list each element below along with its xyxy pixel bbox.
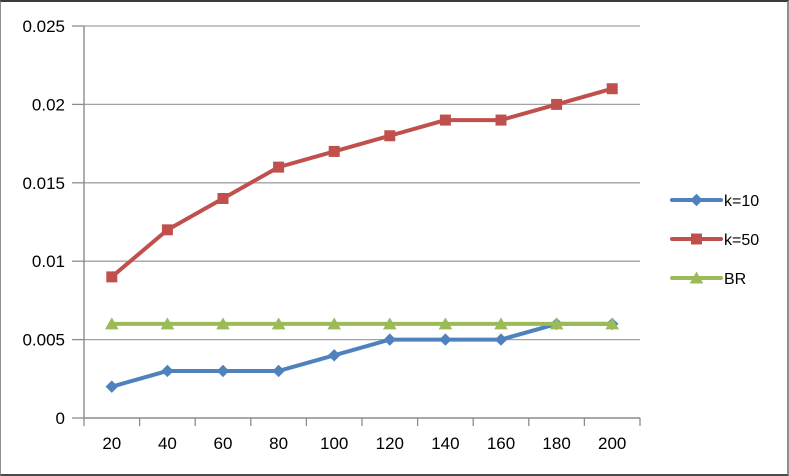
y-axis-tick-label: 0.02 [32,95,65,114]
series-k=50-square-marker [495,114,507,126]
series-k=50-square-marker [106,271,118,283]
series-k=10-diamond-marker [328,349,341,362]
series-k=50-square-marker [217,192,229,204]
x-axis-tick-label: 60 [214,434,233,453]
y-axis-tick-label: 0 [56,409,65,428]
series-k=50-square-marker [273,161,285,173]
x-axis-tick-label: 200 [598,434,626,453]
series-k=10-diamond-marker [161,364,174,378]
series-BR-triangle-marker [271,317,286,330]
series-k=10-diamond-marker [383,333,396,346]
x-axis-tick-label: 160 [487,434,515,453]
series-BR-triangle-marker [105,317,119,330]
series-k=10-diamond-marker [439,333,452,346]
y-axis-tick-label: 0.015 [22,174,65,193]
y-axis-tick-label: 0.025 [22,17,65,36]
y-axis-tick-label: 0.01 [32,252,65,271]
series-k=10-diamond-marker [216,364,230,378]
y-axis-tick-label: 0.005 [22,331,65,350]
x-axis-tick-label: 120 [376,434,404,453]
x-axis-tick-label: 40 [158,434,177,453]
series-k=50-square-marker [161,224,173,236]
legend-k=50-square-marker [691,233,702,245]
legend-BR-triangle-marker [689,271,704,284]
series-BR-triangle-marker [383,317,397,330]
series-k=50-square-marker [328,145,340,157]
legend-label-BR: BR [724,271,746,288]
x-axis-tick-label: 20 [102,434,121,453]
series-BR-triangle-marker [438,317,453,330]
legend-label-k=10: k=10 [724,193,759,210]
series-BR-triangle-marker [494,317,508,330]
series-BR-triangle-marker [160,317,175,330]
x-axis-tick-label: 140 [431,434,459,453]
series-line-k=50 [109,86,615,279]
series-BR-triangle-marker [549,317,564,330]
series-k=50-square-marker [551,98,563,110]
legend-label-k=50: k=50 [724,232,759,249]
series-k=50-square-marker [439,114,451,126]
series-line-k=10 [109,321,615,389]
series-BR-triangle-marker [605,317,619,330]
x-axis-tick-label: 80 [269,434,288,453]
series-k=10-diamond-marker [272,364,285,378]
series-k=10-diamond-marker [105,380,118,393]
x-axis-tick-label: 180 [542,434,570,453]
series-k=10-diamond-marker [494,333,508,346]
series-k=50-square-marker [606,83,618,95]
legend-k=10-diamond-marker [690,193,703,207]
series-k=50-square-marker [384,130,396,142]
series-BR-triangle-marker [327,317,341,330]
x-axis-tick-label: 100 [320,434,348,453]
series-BR-triangle-marker [216,317,230,330]
